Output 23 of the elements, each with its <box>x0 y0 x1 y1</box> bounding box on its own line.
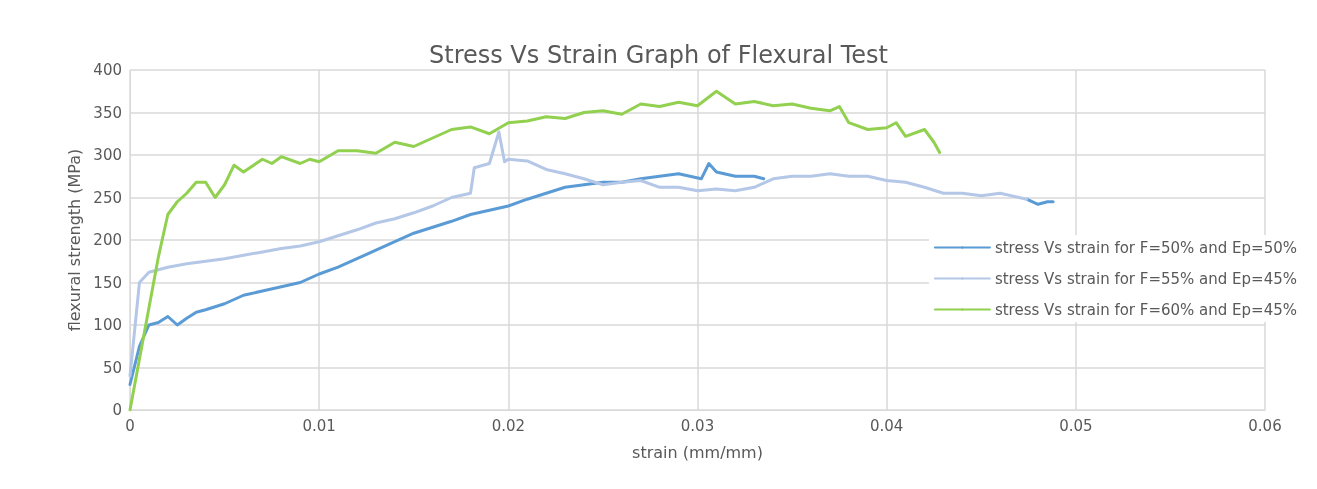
legend-label: stress Vs strain for F=55% and Ep=45% <box>994 269 1298 288</box>
y-tick-label: 100 <box>93 316 122 334</box>
x-tick-label: 0.06 <box>1248 416 1282 435</box>
legend-label: stress Vs strain for F=60% and Ep=45% <box>994 300 1298 319</box>
x-tick-label: 0.05 <box>1059 416 1093 435</box>
x-tick-label: 0.01 <box>302 416 336 435</box>
line-series <box>128 89 942 412</box>
chart-title: Stress Vs Strain Graph of Flexural Test <box>428 41 889 69</box>
y-tick-label: 250 <box>93 188 122 207</box>
y-tick-label: 300 <box>93 146 122 164</box>
legend-label: stress Vs strain for F=50% and Ep=50% <box>994 238 1298 257</box>
y-axis-title: flexural strength (MPa) <box>64 148 84 332</box>
x-tick-label: 0 <box>125 416 135 435</box>
y-tick-label: 350 <box>93 103 122 122</box>
x-tick-label: 0.02 <box>491 416 526 435</box>
x-axis-title: strain (mm/mm) <box>632 442 763 462</box>
y-tick-label: 150 <box>93 273 122 292</box>
x-tick-label: 0.04 <box>869 416 904 435</box>
y-tick-label: 200 <box>93 231 122 249</box>
x-tick-label: 0.03 <box>680 416 715 435</box>
y-tick-label: 50 <box>102 358 122 377</box>
y-tick-label: 400 <box>93 61 122 79</box>
y-tick-label: 0 <box>112 401 122 419</box>
